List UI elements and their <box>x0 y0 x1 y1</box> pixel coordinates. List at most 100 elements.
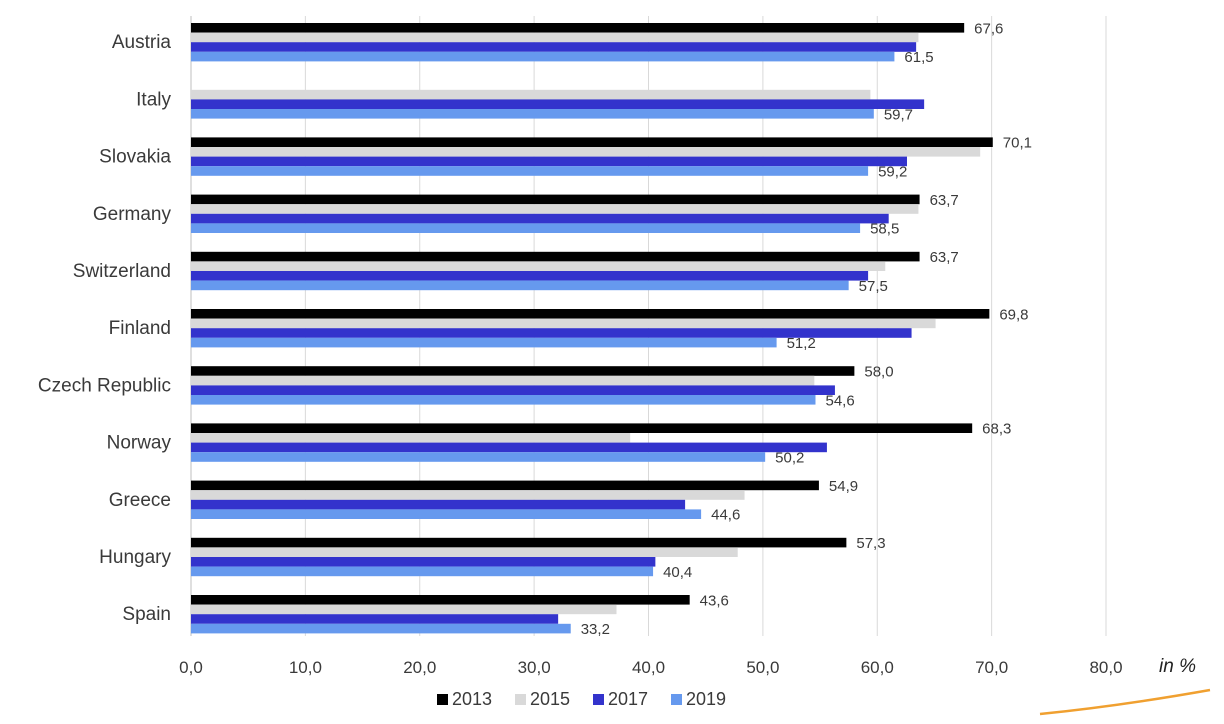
data-label-2013: 67,6 <box>974 20 1003 37</box>
data-label-2019: 50,2 <box>775 450 804 467</box>
bar-2013 <box>191 595 690 605</box>
bar-2015 <box>191 32 919 43</box>
bar-2017 <box>191 385 835 395</box>
data-label-2019: 44,6 <box>711 507 740 524</box>
data-label-2013: 58,0 <box>864 364 893 381</box>
bar-2013 <box>191 366 855 376</box>
bar-2019 <box>191 280 849 291</box>
data-label-2013: 43,6 <box>700 592 729 609</box>
data-label-2019: 58,5 <box>870 221 899 238</box>
bar-2019 <box>191 395 816 405</box>
category-label: Switzerland <box>73 261 171 282</box>
x-tick-label: 10,0 <box>289 658 322 677</box>
bar-2017 <box>191 442 827 453</box>
bar-2019 <box>191 452 766 462</box>
data-label-2019: 54,6 <box>825 392 854 409</box>
data-label-2019: 59,2 <box>878 164 907 181</box>
category-label: Greece <box>109 490 171 511</box>
bar-2017 <box>191 271 869 281</box>
bar-2019 <box>191 509 702 519</box>
bar-2015 <box>191 89 871 100</box>
legend-swatch-2019 <box>671 694 682 705</box>
bar-2013 <box>191 309 990 319</box>
category-label: Austria <box>112 32 172 53</box>
category-label: Germany <box>93 204 172 225</box>
x-axis-ticks: 0,0 10,0 20,0 30,0 40,0 50,0 60,0 70,0 80,0 <box>179 658 1122 677</box>
data-label-2019: 33,2 <box>581 621 610 638</box>
x-tick-label: 20,0 <box>403 658 436 677</box>
bar-2019 <box>191 623 571 634</box>
data-label-2019: 61,5 <box>904 49 933 66</box>
bar-2017 <box>191 156 907 167</box>
x-tick-label: 70,0 <box>975 658 1008 677</box>
data-label-2019: 51,2 <box>787 335 816 352</box>
x-tick-label: 80,0 <box>1089 658 1122 677</box>
bar-2019 <box>191 337 777 348</box>
data-label-2019: 57,5 <box>859 278 888 295</box>
category-label: Spain <box>122 604 171 625</box>
x-tick-label: 40,0 <box>632 658 665 677</box>
legend-swatch-2015 <box>515 694 526 705</box>
category-labels: Austria Italy Slovakia Germany Switzerland Fi… <box>38 32 172 625</box>
bar-2013 <box>191 423 973 433</box>
legend-label-2013: 2013 <box>452 689 492 709</box>
decorative-swoosh <box>1039 688 1211 716</box>
category-label: Norway <box>107 433 172 454</box>
bar-2013 <box>191 23 965 33</box>
bar-2017 <box>191 557 656 567</box>
category-label: Hungary <box>99 547 171 568</box>
category-label: Slovakia <box>99 147 171 168</box>
x-tick-label: 30,0 <box>518 658 551 677</box>
legend-label-2019: 2019 <box>686 689 726 709</box>
x-tick-label: 50,0 <box>746 658 779 677</box>
bar-2015 <box>191 604 617 615</box>
legend-swatch-2017 <box>593 694 604 705</box>
category-label: Finland <box>109 318 171 339</box>
bar-2015 <box>191 261 886 271</box>
bars <box>191 23 993 634</box>
data-labels: 67,6 61,5 59,7 70,1 59,2 63,7 58,5 63,7 57,5 69,8… <box>581 20 1032 638</box>
bar-2015 <box>191 433 631 443</box>
bar-2013 <box>191 137 993 147</box>
bar-2015 <box>191 375 815 386</box>
unit-label: in % <box>1159 656 1196 677</box>
bar-2019 <box>191 51 895 62</box>
data-label-2013: 69,8 <box>999 306 1028 323</box>
bar-2017 <box>191 99 925 109</box>
bar-2015 <box>191 490 745 500</box>
legend-label-2017: 2017 <box>608 689 648 709</box>
data-label-2013: 70,1 <box>1003 135 1032 152</box>
bar-2019 <box>191 166 869 176</box>
data-label-2019: 59,7 <box>884 106 913 123</box>
legend: 2013 2015 2017 2019 <box>437 689 726 709</box>
bar-2019 <box>191 223 861 233</box>
data-label-2013: 57,3 <box>856 535 885 552</box>
bar-2013 <box>191 537 847 548</box>
bar-2019 <box>191 566 654 577</box>
data-label-2013: 54,9 <box>829 478 858 495</box>
category-label: Italy <box>136 89 171 110</box>
bar-2015 <box>191 147 981 157</box>
bar-2013 <box>191 480 819 491</box>
legend-swatch-2013 <box>437 694 448 705</box>
bar-2017 <box>191 328 912 338</box>
bar-2015 <box>191 204 919 214</box>
bar-2017 <box>191 213 889 224</box>
data-label-2013: 68,3 <box>982 421 1011 438</box>
bar-2017 <box>191 499 686 510</box>
x-tick-label: 0,0 <box>179 658 203 677</box>
data-label-2019: 40,4 <box>663 564 692 581</box>
x-tick-label: 60,0 <box>861 658 894 677</box>
bar-2015 <box>191 318 936 329</box>
bar-2013 <box>191 251 920 262</box>
bar-2019 <box>191 109 874 119</box>
data-label-2013: 63,7 <box>930 249 959 266</box>
category-label: Czech Republic <box>38 375 171 396</box>
bar-2017 <box>191 42 917 52</box>
legend-label-2015: 2015 <box>530 689 570 709</box>
data-label-2013: 63,7 <box>930 192 959 209</box>
bar-2017 <box>191 614 559 624</box>
bar-2015 <box>191 547 738 557</box>
bar-2013 <box>191 194 920 205</box>
